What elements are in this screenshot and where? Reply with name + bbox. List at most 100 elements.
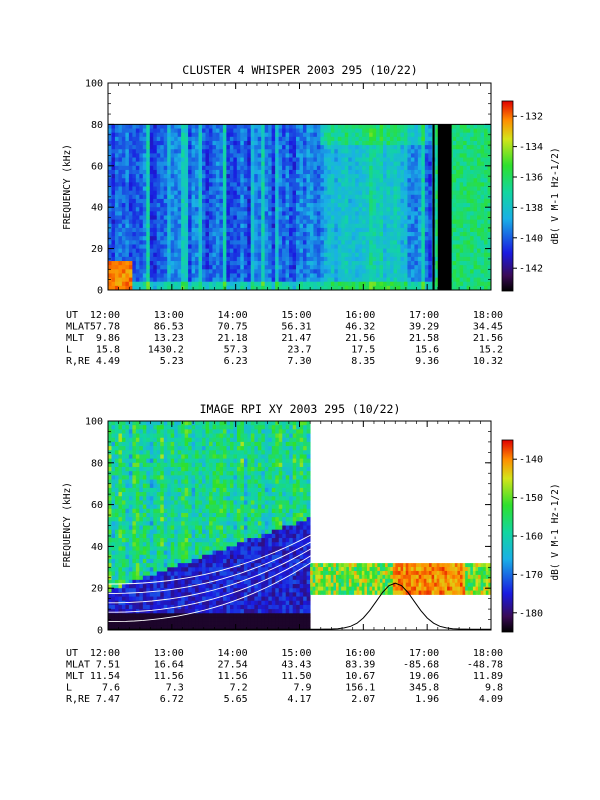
spectrogram-cell: [254, 161, 259, 167]
spectrogram-cell: [114, 475, 119, 480]
spectrogram-cell: [191, 236, 196, 241]
spectrogram-cell: [149, 140, 154, 146]
spectrogram-cell: [121, 421, 126, 426]
spectrogram-cell: [236, 128, 241, 134]
spectrogram-cell: [369, 194, 374, 200]
spectrogram-cell: [341, 194, 346, 200]
spectrogram-cell: [268, 145, 273, 150]
spectrogram-cell: [264, 178, 269, 183]
spectrogram-cell: [403, 277, 408, 283]
spectrogram-cell: [341, 124, 346, 129]
spectrogram-cell: [243, 277, 248, 283]
spectrogram-cell: [226, 124, 231, 129]
spectrogram-cell: [275, 240, 280, 245]
spectrogram-cell: [407, 265, 412, 270]
spectrogram-cell: [480, 153, 485, 158]
spectrogram-cell: [167, 157, 172, 163]
spectrogram-cell: [149, 203, 154, 208]
spectrogram-cell: [191, 261, 196, 266]
spectrogram-cell: [191, 136, 196, 142]
spectrogram-cell: [386, 236, 391, 241]
spectrogram-cell: [386, 124, 391, 129]
spectrogram-cell: [348, 227, 353, 233]
spectrogram-cell: [188, 157, 192, 163]
spectrogram-cell: [376, 165, 380, 171]
spectrogram-cell: [156, 174, 161, 179]
spectrogram-cell: [229, 182, 234, 187]
y-tick-label: 80: [91, 120, 103, 131]
spectrogram-cell: [121, 621, 126, 627]
spectrogram-cell: [334, 140, 339, 146]
spectrogram-cell: [208, 248, 213, 254]
spectrogram-cell: [365, 198, 370, 204]
spectrogram-cell: [403, 182, 408, 187]
spectrogram-cell: [365, 269, 370, 274]
spectrogram-cell: [125, 198, 130, 204]
spectrogram-cell: [142, 203, 147, 208]
spectrogram-cell: [118, 554, 123, 560]
spectrogram-cell: [348, 140, 353, 146]
ephemeris-cell: 10.32: [473, 356, 503, 367]
spectrogram-cell: [125, 207, 130, 212]
spectrogram-cell: [337, 273, 342, 278]
spectrogram-cell: [313, 140, 318, 146]
spectrogram-cell: [410, 149, 415, 154]
spectrogram-cell: [365, 277, 370, 283]
spectrogram-cell: [466, 211, 471, 216]
ephemeris-cell: 14:00: [218, 310, 248, 321]
spectrogram-cell: [184, 248, 189, 254]
spectrogram-cell: [268, 178, 273, 183]
spectrogram-cell: [160, 157, 165, 163]
spectrogram-cell: [121, 215, 126, 221]
spectrogram-cell: [114, 521, 119, 526]
spectrogram-cell: [421, 285, 426, 291]
spectrogram-cell: [313, 236, 318, 241]
spectrogram-cell: [403, 132, 408, 138]
spectrogram-cell: [254, 145, 259, 150]
spectrogram-cell: [121, 149, 126, 154]
spectrogram-cell: [222, 169, 227, 175]
spectrogram-cell: [403, 207, 408, 212]
spectrogram-cell: [435, 256, 440, 262]
spectrogram-cell: [121, 554, 126, 560]
spectrogram-cell: [400, 207, 405, 212]
spectrogram-cell: [271, 186, 276, 192]
spectrogram-cell: [205, 136, 210, 142]
spectrogram-cell: [163, 194, 168, 200]
spectrogram-cell: [146, 194, 151, 200]
spectrogram-cell: [219, 136, 224, 142]
spectrogram-cell: [114, 454, 119, 460]
spectrogram-cell: [125, 563, 130, 568]
spectrogram-cell: [386, 161, 391, 167]
spectrogram-cell: [261, 207, 266, 212]
spectrogram-cell: [351, 182, 356, 187]
spectrogram-cell: [365, 161, 370, 167]
spectrogram-cell: [390, 236, 394, 241]
spectrogram-cell: [125, 596, 130, 602]
spectrogram-cell: [177, 174, 182, 179]
spectrogram-cell: [128, 588, 133, 593]
spectrogram-cell: [278, 252, 283, 258]
spectrogram-cell: [376, 236, 380, 241]
spectrogram-cell: [132, 529, 137, 535]
spectrogram-cell: [146, 157, 151, 163]
spectrogram-cell: [452, 252, 457, 258]
spectrogram-cell: [118, 219, 123, 225]
spectrogram-cell: [271, 219, 276, 225]
spectrogram-cell: [362, 285, 367, 291]
spectrogram-cell: [111, 538, 116, 543]
spectrogram-cell: [362, 153, 367, 158]
spectrogram-cell: [410, 207, 415, 212]
spectrogram-cell: [170, 174, 175, 179]
spectrogram-cell: [160, 203, 165, 208]
spectrogram-cell: [313, 244, 318, 249]
spectrogram-cell: [428, 178, 433, 183]
spectrogram-cell: [247, 277, 252, 283]
spectrogram-cell: [257, 248, 262, 254]
spectrogram-cell: [396, 215, 401, 221]
spectrogram-cell: [407, 190, 412, 196]
spectrogram-cell: [334, 153, 339, 158]
spectrogram-cell: [146, 277, 151, 283]
spectrogram-cell: [435, 252, 440, 258]
spectrogram-cell: [170, 219, 175, 225]
